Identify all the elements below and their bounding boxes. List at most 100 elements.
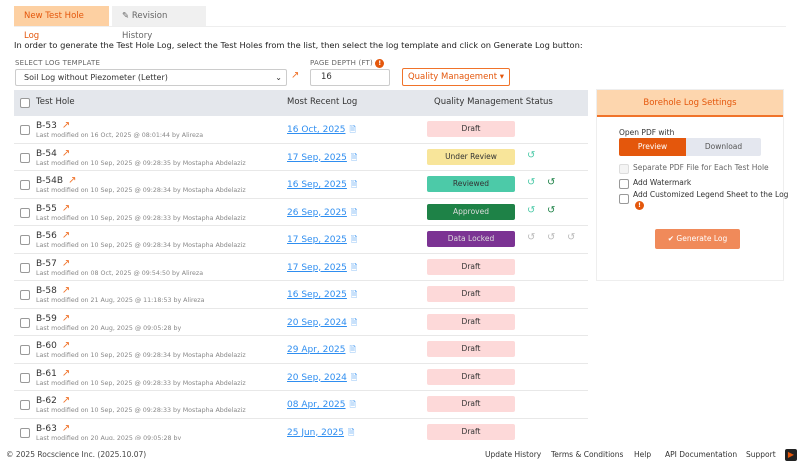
history-icon[interactable]: ↺ bbox=[547, 232, 556, 243]
table-row: B-57 ↗ Last modified on 08 Oct, 2025 @ 09… bbox=[14, 253, 588, 281]
log-date-link[interactable]: 08 Apr, 2025 🗎 bbox=[287, 399, 356, 413]
pdf-icon[interactable]: 🗎 bbox=[350, 207, 358, 217]
status-badge[interactable]: Draft bbox=[427, 368, 515, 385]
status-badge[interactable]: Approved bbox=[427, 203, 515, 220]
footer-api-docs[interactable]: API Documentation bbox=[665, 450, 738, 459]
status-badge[interactable]: Under Review bbox=[427, 148, 515, 165]
status-badge[interactable]: Draft bbox=[427, 341, 515, 357]
log-date-link[interactable]: 16 Sep, 2025 🗎 bbox=[287, 289, 357, 303]
log-date-link[interactable]: 20 Sep, 2024 🗎 bbox=[287, 317, 357, 331]
external-link-icon[interactable]: ↗ bbox=[61, 367, 71, 379]
pdf-icon[interactable]: 🗎 bbox=[350, 290, 358, 299]
download-button[interactable]: Download bbox=[686, 138, 761, 156]
external-link-icon[interactable]: ↗ bbox=[61, 202, 71, 214]
pdf-icon[interactable]: 🗎 bbox=[350, 180, 358, 189]
log-date-link[interactable]: 17 Sep, 2025 🗎 bbox=[287, 262, 357, 276]
pdf-icon[interactable]: 🗎 bbox=[350, 317, 358, 327]
select-all-checkbox[interactable] bbox=[20, 98, 30, 108]
last-modified: Last modified on 20 Aug, 2025 @ 09:05:28… bbox=[36, 324, 182, 332]
pdf-icon[interactable]: 🗎 bbox=[348, 427, 355, 437]
header-qm-status: Quality Management Status bbox=[434, 97, 553, 107]
log-date-link[interactable]: 26 Sep, 2025 🗎 bbox=[287, 207, 357, 221]
watermark-checkbox[interactable] bbox=[619, 179, 629, 189]
external-link-icon[interactable]: ↗ bbox=[61, 422, 71, 434]
external-link-icon[interactable]: ↗ bbox=[61, 285, 71, 296]
external-link-icon[interactable]: ↗ bbox=[61, 230, 71, 241]
tab-revision-history[interactable]: ✎ Revision History bbox=[112, 6, 206, 41]
pdf-icon[interactable]: 🗎 bbox=[350, 372, 358, 382]
row-checkbox[interactable] bbox=[20, 400, 30, 410]
footer-update-history[interactable]: Update History bbox=[485, 450, 542, 459]
external-link-icon[interactable]: ↗ bbox=[61, 312, 71, 324]
footer-terms[interactable]: Terms & Conditions bbox=[551, 450, 624, 459]
history-icon[interactable]: ↺ bbox=[527, 232, 536, 243]
history-icon[interactable]: ↺ bbox=[527, 149, 536, 161]
table-row: B-56 ↗ Last modified on 10 Sep, 2025 @ 09… bbox=[14, 226, 588, 254]
status-badge[interactable]: Data Locked bbox=[427, 231, 515, 247]
info-icon[interactable]: ! bbox=[635, 201, 644, 210]
tab-new-test-hole-log[interactable]: New Test Hole Log bbox=[14, 6, 109, 41]
footer-help[interactable]: Help bbox=[634, 450, 652, 459]
legend-sheet-checkbox[interactable] bbox=[619, 194, 629, 204]
row-checkbox[interactable] bbox=[20, 427, 30, 438]
row-checkbox[interactable] bbox=[20, 152, 30, 163]
external-link-icon[interactable]: ↗ bbox=[61, 340, 71, 351]
table-row: B-54 ↗ Last modified on 10 Sep, 2025 @ 09… bbox=[14, 143, 588, 171]
last-modified: Last modified on 16 Oct, 2025 @ 08:01:44… bbox=[36, 132, 204, 139]
test-hole-name: B-59 ↗ bbox=[36, 312, 71, 324]
separate-pdf-label: Separate PDF File for Each Test Hole bbox=[633, 163, 769, 172]
status-badge[interactable]: Reviewed bbox=[427, 176, 515, 192]
external-link-icon[interactable]: ↗ bbox=[61, 395, 71, 406]
status-badge[interactable]: Draft bbox=[427, 258, 515, 275]
external-link-icon[interactable]: ↗ bbox=[291, 70, 300, 81]
status-badge[interactable]: Draft bbox=[427, 313, 515, 330]
table-row: B-54B ↗ Last modified on 10 Sep, 2025 @ 0… bbox=[14, 171, 588, 199]
template-select[interactable]: Soil Log without Piezometer (Letter) ⌄ bbox=[15, 69, 287, 86]
preview-button[interactable]: Preview bbox=[619, 138, 686, 156]
log-date-link[interactable]: 16 Oct, 2025 🗎 bbox=[287, 124, 356, 138]
row-checkbox[interactable] bbox=[20, 345, 30, 355]
quality-management-dropdown[interactable]: Quality Management ▾ bbox=[402, 68, 510, 86]
row-checkbox[interactable] bbox=[20, 125, 30, 135]
history-icon[interactable]: ↺ bbox=[527, 177, 536, 188]
pdf-icon[interactable]: 🗎 bbox=[349, 400, 356, 409]
history-icon[interactable]: ↺ bbox=[547, 204, 556, 216]
history-icon[interactable]: ↺ bbox=[527, 204, 536, 216]
log-date-link[interactable]: 17 Sep, 2025 🗎 bbox=[287, 152, 357, 166]
row-checkbox[interactable] bbox=[20, 290, 30, 300]
pdf-icon[interactable]: 🗎 bbox=[350, 262, 358, 272]
row-checkbox[interactable] bbox=[20, 262, 30, 273]
last-modified: Last modified on 10 Sep, 2025 @ 09:28:33… bbox=[36, 379, 246, 387]
status-badge[interactable]: Draft bbox=[427, 423, 515, 440]
row-checkbox[interactable] bbox=[20, 317, 30, 328]
template-label: SELECT LOG TEMPLATE bbox=[15, 59, 101, 67]
footer-support[interactable]: Support bbox=[746, 450, 776, 459]
copyright: © 2025 Rocscience Inc. (2025.10.07) bbox=[6, 450, 147, 459]
status-badge[interactable]: Draft bbox=[427, 286, 515, 302]
log-date-link[interactable]: 20 Sep, 2024 🗎 bbox=[287, 372, 357, 386]
log-date-link[interactable]: 25 Jun, 2025 🗎 bbox=[287, 427, 354, 441]
row-checkbox[interactable] bbox=[20, 235, 30, 245]
pdf-icon[interactable]: 🗎 bbox=[350, 235, 358, 244]
page-depth-input[interactable]: 16 bbox=[310, 69, 390, 86]
pdf-icon[interactable]: 🗎 bbox=[349, 345, 356, 354]
status-badge[interactable]: Draft bbox=[427, 396, 515, 412]
row-checkbox[interactable] bbox=[20, 372, 30, 383]
history-icon[interactable]: ↺ bbox=[567, 232, 576, 243]
log-date-link[interactable]: 16 Sep, 2025 🗎 bbox=[287, 179, 357, 193]
pdf-icon[interactable]: 🗎 bbox=[349, 125, 356, 134]
separate-pdf-checkbox[interactable] bbox=[619, 164, 629, 174]
external-link-icon[interactable]: ↗ bbox=[68, 175, 77, 186]
row-checkbox[interactable] bbox=[20, 207, 30, 218]
info-icon[interactable]: ! bbox=[375, 59, 385, 68]
external-link-icon[interactable]: ↗ bbox=[61, 120, 71, 131]
row-checkbox[interactable] bbox=[20, 180, 30, 190]
history-icon[interactable]: ↺ bbox=[547, 177, 556, 188]
log-date-link[interactable]: 17 Sep, 2025 🗎 bbox=[287, 234, 357, 248]
external-link-icon[interactable]: ↗ bbox=[61, 147, 71, 159]
status-badge[interactable]: Draft bbox=[427, 121, 515, 137]
generate-log-button[interactable]: ✔ Generate Log bbox=[655, 229, 740, 249]
log-date-link[interactable]: 29 Apr, 2025 🗎 bbox=[287, 344, 356, 358]
pdf-icon[interactable]: 🗎 bbox=[350, 152, 358, 162]
external-link-icon[interactable]: ↗ bbox=[61, 257, 71, 269]
